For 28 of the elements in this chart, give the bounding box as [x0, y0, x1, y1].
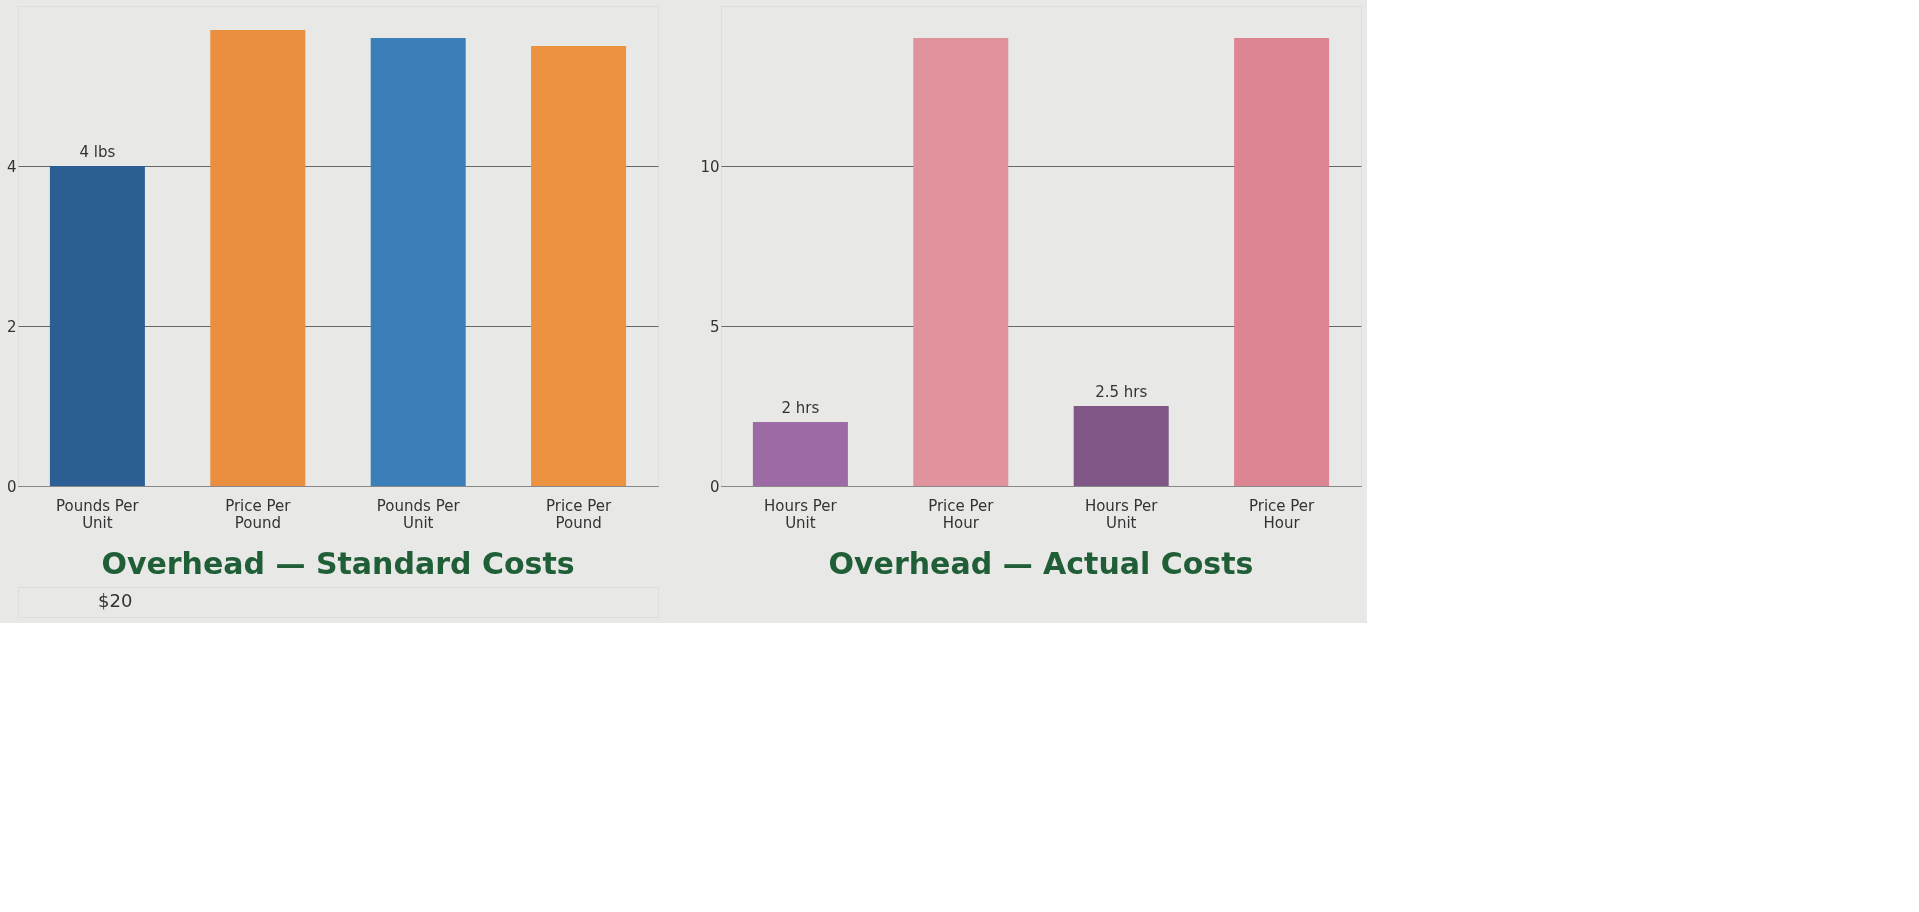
text: Overhead — Actual Costs: [828, 546, 1254, 581]
x-tick-label: Price Per Hour: [928, 496, 995, 532]
x-tick-label: Hours Per Unit: [764, 496, 838, 532]
bar: [531, 46, 627, 486]
x-tick-label: Hours Per Unit: [1084, 496, 1159, 532]
y-tick-label: 10: [700, 157, 720, 176]
bar: [1073, 406, 1169, 486]
bar: [913, 38, 1009, 486]
y-tick-label: 4: [6, 157, 17, 176]
x-tick-label: Price Per Pound: [545, 496, 613, 532]
x-tick-label: Pounds Per Unit: [376, 496, 461, 532]
x-tick-label: Price Per Hour: [1248, 496, 1316, 532]
data-label: 4 lbs: [79, 143, 116, 161]
data-label: 2 hrs: [781, 399, 820, 417]
text: Overhead — Standard Costs: [101, 546, 575, 581]
y-tick-label: 0: [6, 477, 17, 496]
y-tick-label: 2: [6, 317, 17, 336]
bar: [370, 38, 466, 486]
y-tick-label: 5: [709, 317, 720, 336]
bar: [49, 166, 145, 486]
bar: [1234, 38, 1330, 486]
bar: [752, 422, 848, 486]
y-tick-label: 0: [709, 477, 720, 496]
data-label: 2.5 hrs: [1095, 383, 1148, 401]
text: $20: [98, 590, 133, 611]
x-tick-label: Pounds Per Unit: [56, 496, 140, 532]
bar: [210, 30, 306, 486]
x-tick-label: Price Per Pound: [225, 496, 292, 532]
